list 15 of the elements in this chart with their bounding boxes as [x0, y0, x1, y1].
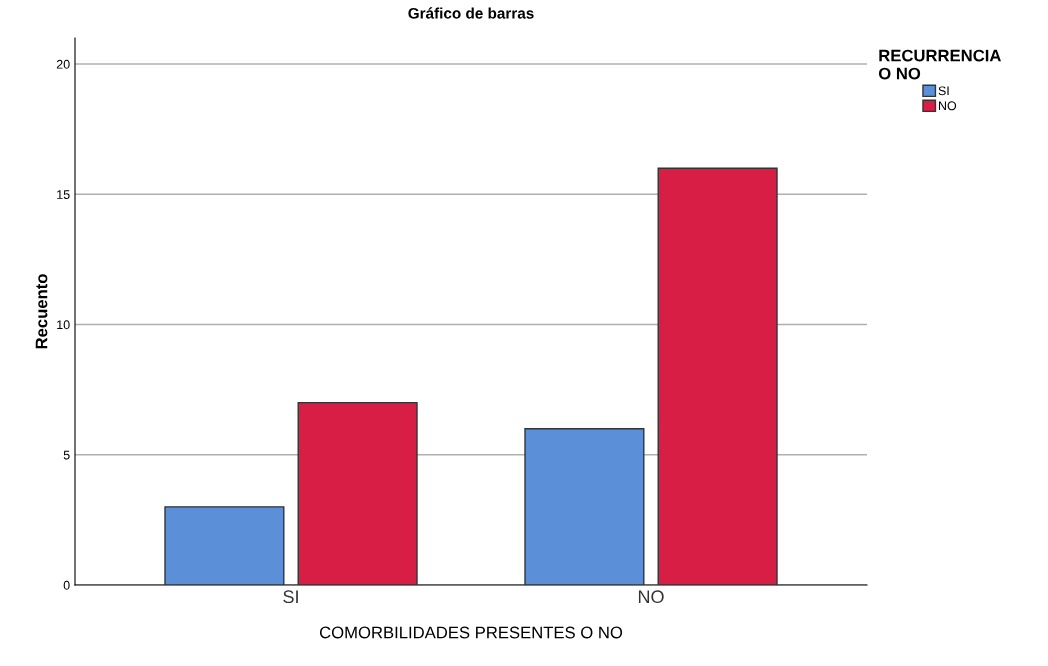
y-tick-label: 15 — [57, 190, 70, 199]
y-tick-label: 0 — [63, 580, 70, 590]
x-axis-title: COMORBILIDADES PRESENTES O NO — [319, 626, 623, 639]
bar — [657, 167, 778, 585]
bar — [524, 428, 645, 585]
legend-label: SI — [938, 86, 949, 96]
bar — [164, 506, 285, 585]
y-axis-title: Recuento — [35, 274, 48, 349]
y-tick-label: 20 — [56, 59, 70, 69]
legend-label: NO — [938, 101, 957, 111]
y-tick-label: 10 — [57, 320, 70, 330]
legend-title: RECURRENCIA O NO — [878, 49, 1001, 80]
chart-title: Gráfico de barras — [408, 7, 534, 19]
bar — [297, 401, 418, 585]
y-tick-label: 5 — [63, 450, 70, 460]
